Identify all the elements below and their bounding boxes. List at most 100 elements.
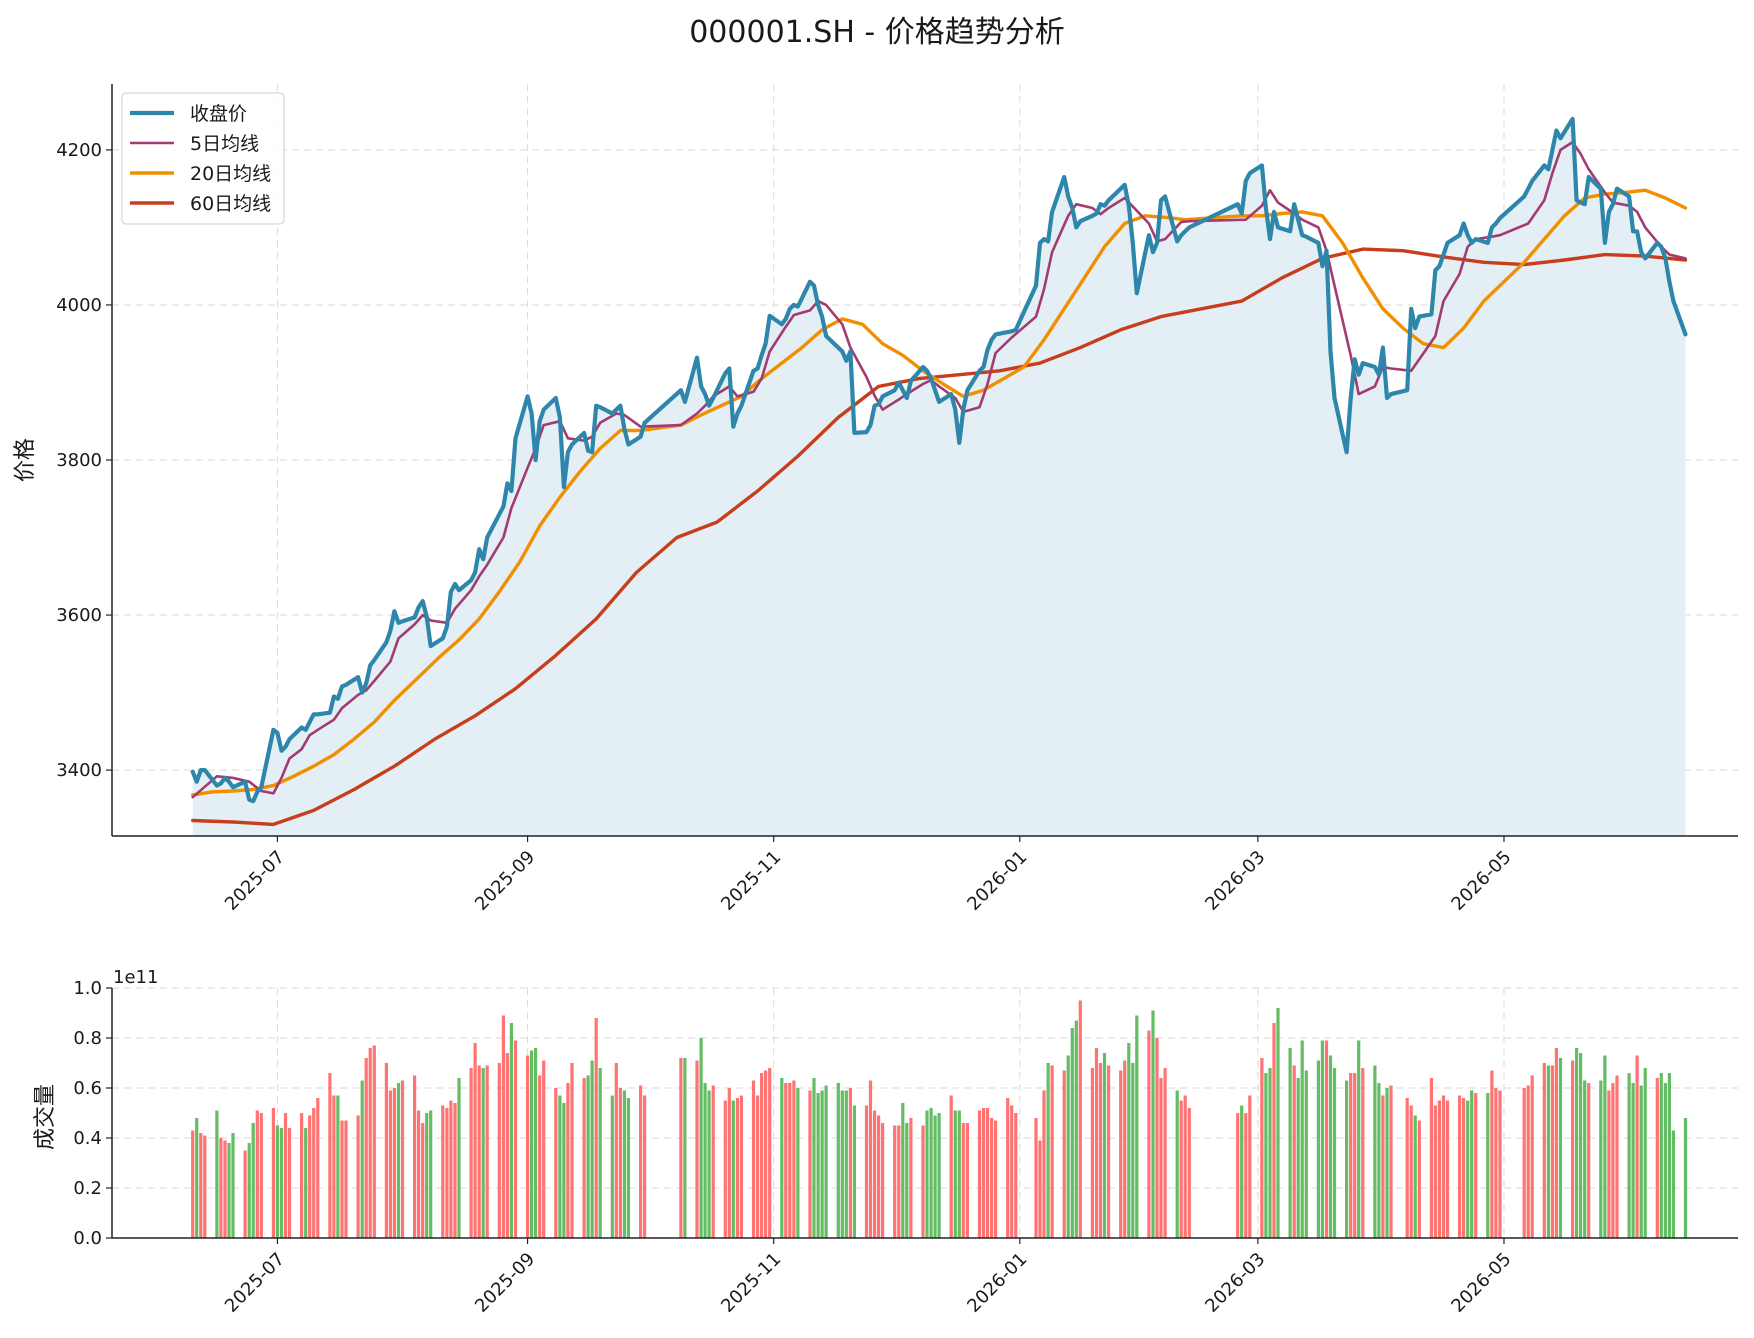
volume-bar	[1494, 1088, 1498, 1238]
volume-bar	[473, 1043, 477, 1238]
volume-bar	[1074, 1020, 1078, 1238]
volume-bar	[336, 1095, 340, 1238]
volume-bar	[1123, 1060, 1127, 1238]
volume-bar	[1615, 1075, 1619, 1238]
volume-bar	[643, 1095, 647, 1238]
price-x-tick-label: 2025-11	[717, 847, 785, 915]
volume-bar	[897, 1125, 901, 1238]
volume-bar	[925, 1110, 929, 1238]
volume-bar	[271, 1108, 275, 1238]
volume-bar	[453, 1103, 457, 1238]
volume-bar	[1385, 1088, 1389, 1238]
price-y-tick-label: 4000	[56, 295, 102, 316]
legend-label: 20日均线	[190, 163, 271, 185]
volume-bar	[990, 1118, 994, 1238]
volume-bar	[275, 1125, 279, 1238]
volume-bar	[905, 1123, 909, 1238]
volume-bar	[231, 1133, 235, 1238]
volume-y-tick-label: 0.4	[73, 1128, 102, 1149]
volume-bar	[873, 1110, 877, 1238]
volume-bar	[1611, 1083, 1615, 1238]
volume-bar	[1264, 1073, 1268, 1238]
volume-bar	[1599, 1080, 1603, 1238]
volume-bar	[1119, 1070, 1123, 1238]
volume-bar	[893, 1125, 897, 1238]
volume-bar	[505, 1053, 509, 1238]
volume-bar	[961, 1123, 965, 1238]
volume-bar	[1490, 1070, 1494, 1238]
volume-bar	[1542, 1063, 1546, 1238]
volume-bar	[199, 1133, 203, 1238]
volume-y-tick-label: 0.6	[73, 1078, 102, 1099]
volume-bar	[610, 1095, 614, 1238]
volume-bar	[1349, 1073, 1353, 1238]
volume-bar	[372, 1045, 376, 1238]
volume-bar	[1300, 1040, 1304, 1238]
volume-bar	[731, 1100, 735, 1238]
volume-bar	[844, 1090, 848, 1238]
volume-bar	[1409, 1105, 1413, 1238]
volume-bar	[1062, 1070, 1066, 1238]
volume-y-tick-label: 0.2	[73, 1178, 102, 1199]
volume-bar	[695, 1060, 699, 1238]
price-x-tick-label: 2025-09	[471, 847, 539, 915]
volume-bar	[332, 1095, 336, 1238]
volume-bar	[542, 1060, 546, 1238]
volume-bar	[191, 1130, 195, 1238]
volume-bar	[756, 1095, 760, 1238]
volume-bar	[1260, 1058, 1264, 1238]
volume-bar	[308, 1115, 312, 1238]
chart-title: 000001.SH - 价格趋势分析	[689, 15, 1065, 50]
volume-bar	[251, 1123, 255, 1238]
volume-bar	[429, 1110, 433, 1238]
volume-bar	[909, 1118, 913, 1238]
price-y-tick-label: 3800	[56, 450, 102, 471]
volume-bar	[457, 1078, 461, 1238]
volume-bar	[953, 1110, 957, 1238]
volume-bar	[751, 1080, 756, 1238]
volume-bar	[203, 1135, 207, 1238]
volume-bar	[881, 1123, 885, 1238]
volume-bar	[392, 1088, 396, 1238]
volume-bar	[279, 1128, 284, 1238]
volume-bar	[1575, 1048, 1579, 1238]
volume-bar	[1292, 1065, 1296, 1238]
volume-bar	[727, 1088, 731, 1238]
volume-bar	[788, 1083, 792, 1238]
volume-bar	[1159, 1078, 1163, 1238]
volume-bar	[364, 1058, 368, 1238]
volume-bar	[421, 1123, 425, 1238]
volume-bar	[300, 1113, 304, 1238]
volume-bar	[590, 1060, 594, 1238]
volume-bar	[820, 1090, 824, 1238]
volume-bar	[1276, 1008, 1280, 1238]
volume-bar	[1377, 1083, 1381, 1238]
volume-bar	[1014, 1113, 1018, 1238]
volume-bar	[816, 1093, 820, 1238]
volume-bar	[534, 1048, 538, 1238]
volume-bar	[1607, 1090, 1611, 1238]
volume-bar	[1373, 1065, 1377, 1238]
volume-bar	[1526, 1085, 1530, 1238]
volume-bar	[1571, 1060, 1575, 1238]
volume-bar	[1042, 1090, 1046, 1238]
volume-bar	[1486, 1093, 1490, 1238]
volume-grid	[112, 987, 1738, 1239]
close-price-area	[192, 118, 1686, 836]
volume-bar	[679, 1058, 683, 1238]
volume-bar	[227, 1143, 231, 1238]
volume-bar	[1413, 1115, 1417, 1238]
volume-bar	[247, 1143, 251, 1238]
volume-bar	[711, 1085, 715, 1238]
volume-bar	[1462, 1098, 1466, 1238]
volume-bar	[1328, 1055, 1333, 1238]
volume-bar	[219, 1138, 223, 1238]
volume-bar	[1248, 1095, 1252, 1238]
volume-bar	[840, 1090, 844, 1238]
volume-bar	[985, 1108, 990, 1238]
volume-bar	[1631, 1083, 1635, 1238]
volume-bar	[1155, 1038, 1159, 1238]
volume-bar	[1332, 1068, 1337, 1238]
legend-label: 60日均线	[190, 193, 271, 215]
